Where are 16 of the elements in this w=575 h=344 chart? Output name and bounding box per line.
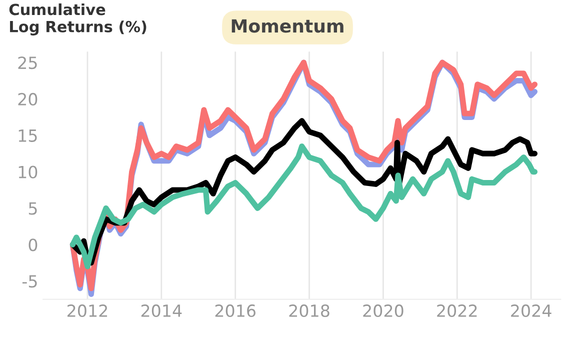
y-tick-label: 5 — [28, 202, 37, 215]
y-tick-label: 10 — [18, 166, 38, 178]
x-tick-label: 2014 — [141, 304, 182, 318]
y-tick-label: 25 — [18, 56, 37, 70]
x-tick-label: 2012 — [67, 304, 108, 318]
x-tick-label: 2016 — [215, 304, 256, 318]
x-tick-label: 2022 — [437, 304, 477, 318]
x-tick-label: 2018 — [289, 304, 330, 318]
x-tick-label: 2024 — [511, 304, 552, 318]
x-tick-label: 2020 — [363, 304, 404, 318]
y-tick-label: 20 — [18, 92, 38, 106]
y-tick-label: 0 — [28, 238, 38, 252]
chart-title: Momentum — [232, 19, 344, 33]
y-axis-title: Cumulative Log Returns (%) — [9, 3, 146, 36]
y-tick-label: 15 — [18, 130, 37, 142]
y-tick-label: -5 — [22, 275, 37, 288]
